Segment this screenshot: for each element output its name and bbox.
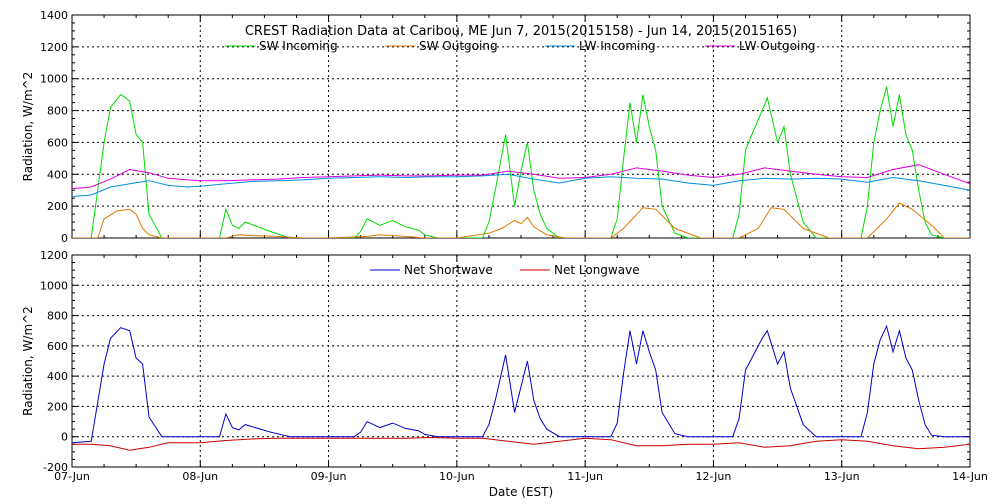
plot-frame-1 bbox=[71, 14, 971, 239]
y-tick-label: 1000 bbox=[40, 279, 68, 292]
y-tick-label: 200 bbox=[47, 400, 68, 413]
series-line-sw-incoming bbox=[72, 86, 970, 238]
x-tick-label: 14-Jun bbox=[952, 470, 988, 483]
x-tick-label: 11-Jun bbox=[567, 470, 603, 483]
legend-label: SW Incoming bbox=[259, 39, 338, 53]
y-axis-label: Radiation, W/m^2 bbox=[21, 72, 35, 182]
series-line-lw-incoming bbox=[72, 173, 970, 198]
y-tick-label: 1200 bbox=[40, 249, 68, 262]
x-tick-label: 13-Jun bbox=[824, 470, 860, 483]
legend-label: LW Incoming bbox=[579, 39, 656, 53]
x-tick-label: 12-Jun bbox=[696, 470, 732, 483]
y-tick-label: 1400 bbox=[40, 9, 68, 22]
y-tick-label: 400 bbox=[47, 370, 68, 383]
y-tick-label: 600 bbox=[47, 340, 68, 353]
legend-label: Net Longwave bbox=[554, 263, 640, 277]
x-tick-label: 10-Jun bbox=[439, 470, 475, 483]
plot-frame-2 bbox=[71, 254, 971, 468]
legend-label: SW Outgoing bbox=[419, 39, 498, 53]
chart-title: CREST Radiation Data at Caribou, ME Jun … bbox=[245, 24, 797, 39]
y-tick-label: 0 bbox=[61, 232, 68, 245]
y-tick-label: 1000 bbox=[40, 73, 68, 86]
y-tick-label: 800 bbox=[47, 310, 68, 323]
legend-label: Net Shortwave bbox=[404, 263, 493, 277]
x-tick-label: 08-Jun bbox=[182, 470, 218, 483]
x-axis-label: Date (EST) bbox=[489, 485, 553, 499]
series-line-sw-outgoing bbox=[72, 202, 970, 238]
y-tick-label: 600 bbox=[47, 136, 68, 149]
x-tick-label: 07-Jun bbox=[54, 470, 90, 483]
y-axis-label: Radiation, W/m^2 bbox=[21, 306, 35, 416]
y-tick-label: 1200 bbox=[40, 41, 68, 54]
y-tick-label: 800 bbox=[47, 105, 68, 118]
y-tick-label: -200 bbox=[43, 461, 68, 474]
x-tick-label: 09-Jun bbox=[311, 470, 347, 483]
y-tick-label: 400 bbox=[47, 168, 68, 181]
series-line-net-longwave bbox=[72, 436, 970, 451]
y-tick-label: 200 bbox=[47, 200, 68, 213]
series-line-lw-outgoing bbox=[72, 164, 970, 190]
series-line-net-shortwave bbox=[72, 324, 970, 444]
legend-label: LW Outgoing bbox=[739, 39, 816, 53]
y-tick-label: 0 bbox=[61, 431, 68, 444]
